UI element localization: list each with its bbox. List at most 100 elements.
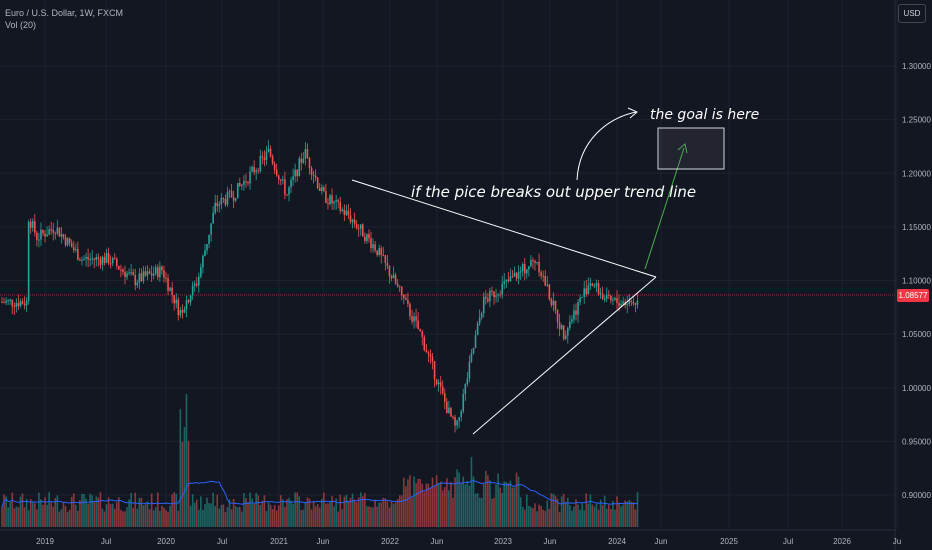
volume-bar bbox=[277, 505, 280, 527]
candle-body bbox=[42, 229, 44, 234]
candle-body bbox=[105, 253, 108, 263]
target-arrow-line[interactable] bbox=[644, 147, 685, 270]
volume-bar bbox=[339, 494, 342, 527]
volume-bar bbox=[493, 497, 495, 527]
goal-note-text[interactable]: the goal is here bbox=[650, 107, 760, 123]
volume-bar bbox=[487, 475, 489, 527]
candle-body bbox=[593, 285, 596, 287]
candle-body bbox=[171, 287, 173, 296]
candle-body bbox=[44, 233, 46, 237]
volume-bar bbox=[169, 505, 171, 527]
candle-body bbox=[277, 175, 280, 180]
candle-body bbox=[161, 266, 163, 271]
candle-body bbox=[318, 187, 321, 192]
candle-body bbox=[335, 200, 337, 202]
upper-trend-line[interactable] bbox=[351, 179, 657, 278]
volume-bar bbox=[54, 498, 57, 527]
candle-body bbox=[60, 234, 63, 237]
volume-bar bbox=[425, 483, 428, 527]
volume-bar bbox=[390, 501, 393, 527]
volume-bar bbox=[405, 486, 407, 527]
callout-curve[interactable] bbox=[576, 111, 637, 181]
volume-bar bbox=[534, 503, 536, 527]
volume-bar bbox=[491, 498, 493, 527]
candle-body bbox=[181, 310, 184, 313]
volume-bar bbox=[314, 506, 317, 527]
target-zone-box[interactable] bbox=[657, 127, 725, 170]
time-axis[interactable]: 2019 Jul 2020 Jul 2021 Jun 2022 Jun 2023 Jun 2024 J… bbox=[36, 537, 901, 546]
price-tick-label: 1.25000 bbox=[902, 116, 931, 125]
volume-bar bbox=[245, 497, 247, 527]
candle-body bbox=[347, 210, 350, 216]
volume-bar bbox=[280, 495, 282, 527]
price-axis[interactable]: 1.30000 1.25000 1.20000 1.15000 1.10000 1.050… bbox=[902, 62, 931, 500]
candle-body bbox=[620, 303, 622, 306]
breakout-note-text[interactable]: if the pice breaks out upper trend line bbox=[411, 183, 697, 201]
candle-body bbox=[487, 298, 489, 302]
candle-body bbox=[103, 257, 106, 263]
candle-body bbox=[146, 271, 149, 276]
volume-bar bbox=[230, 509, 233, 527]
volume-bar bbox=[470, 457, 473, 527]
currency-button[interactable]: USD bbox=[898, 4, 926, 23]
lower-trend-line[interactable] bbox=[472, 276, 657, 435]
candle-body bbox=[206, 243, 208, 251]
volume-bar bbox=[618, 502, 620, 527]
volume-bar bbox=[195, 499, 198, 527]
candle-body bbox=[132, 272, 134, 275]
candle-body bbox=[567, 327, 569, 336]
volume-bar bbox=[3, 494, 5, 527]
candle-body bbox=[138, 273, 141, 283]
candle-body bbox=[273, 163, 276, 170]
volume-bar bbox=[247, 501, 249, 527]
candle-body bbox=[228, 191, 231, 193]
volume-bar bbox=[107, 497, 110, 527]
volume-bar bbox=[550, 493, 553, 527]
candle-body bbox=[230, 191, 233, 198]
volume-bar bbox=[333, 506, 335, 527]
candle-body bbox=[616, 298, 618, 303]
candle-body bbox=[359, 224, 362, 229]
candle-body bbox=[241, 184, 243, 187]
candle-body bbox=[214, 202, 216, 213]
candle-body bbox=[304, 149, 307, 159]
candle-body bbox=[458, 417, 460, 421]
volume-bar bbox=[482, 483, 485, 527]
candle-body bbox=[290, 179, 292, 188]
volume-indicator-label[interactable]: Vol (20) bbox=[5, 20, 37, 30]
candle-body bbox=[587, 285, 590, 295]
volume-bar bbox=[220, 505, 223, 527]
candle-body bbox=[413, 316, 415, 322]
volume-bar bbox=[95, 496, 98, 527]
candle-body bbox=[605, 294, 608, 299]
candle-body bbox=[247, 182, 249, 184]
volume-bar bbox=[337, 511, 339, 527]
time-tick-label: 2025 bbox=[720, 537, 738, 546]
candle-body bbox=[300, 158, 303, 163]
volume-bar bbox=[323, 492, 325, 527]
candle-body bbox=[546, 284, 549, 286]
volume-bar bbox=[452, 497, 454, 527]
volume-bar bbox=[362, 496, 364, 527]
symbol-title[interactable]: Euro / U.S. Dollar, 1W, FXCM bbox=[5, 8, 124, 18]
candle-body bbox=[632, 302, 635, 304]
candle-body bbox=[405, 298, 407, 300]
candle-body bbox=[97, 257, 100, 260]
volume-bar bbox=[466, 480, 469, 527]
candle-body bbox=[70, 242, 73, 248]
volume-bar bbox=[513, 487, 516, 527]
candle-body bbox=[9, 299, 11, 301]
candle-body bbox=[364, 236, 366, 242]
volume-bar bbox=[431, 477, 434, 527]
candle-body bbox=[329, 195, 331, 205]
candle-body bbox=[603, 298, 606, 300]
volume-bar bbox=[11, 492, 14, 527]
volume-bar bbox=[58, 511, 61, 527]
volume-bar bbox=[105, 504, 108, 527]
volume-bar bbox=[269, 504, 272, 527]
volume-bar bbox=[327, 503, 329, 527]
volume-bar bbox=[25, 498, 28, 527]
volume-bar bbox=[521, 506, 524, 527]
volume-bar bbox=[384, 498, 387, 527]
